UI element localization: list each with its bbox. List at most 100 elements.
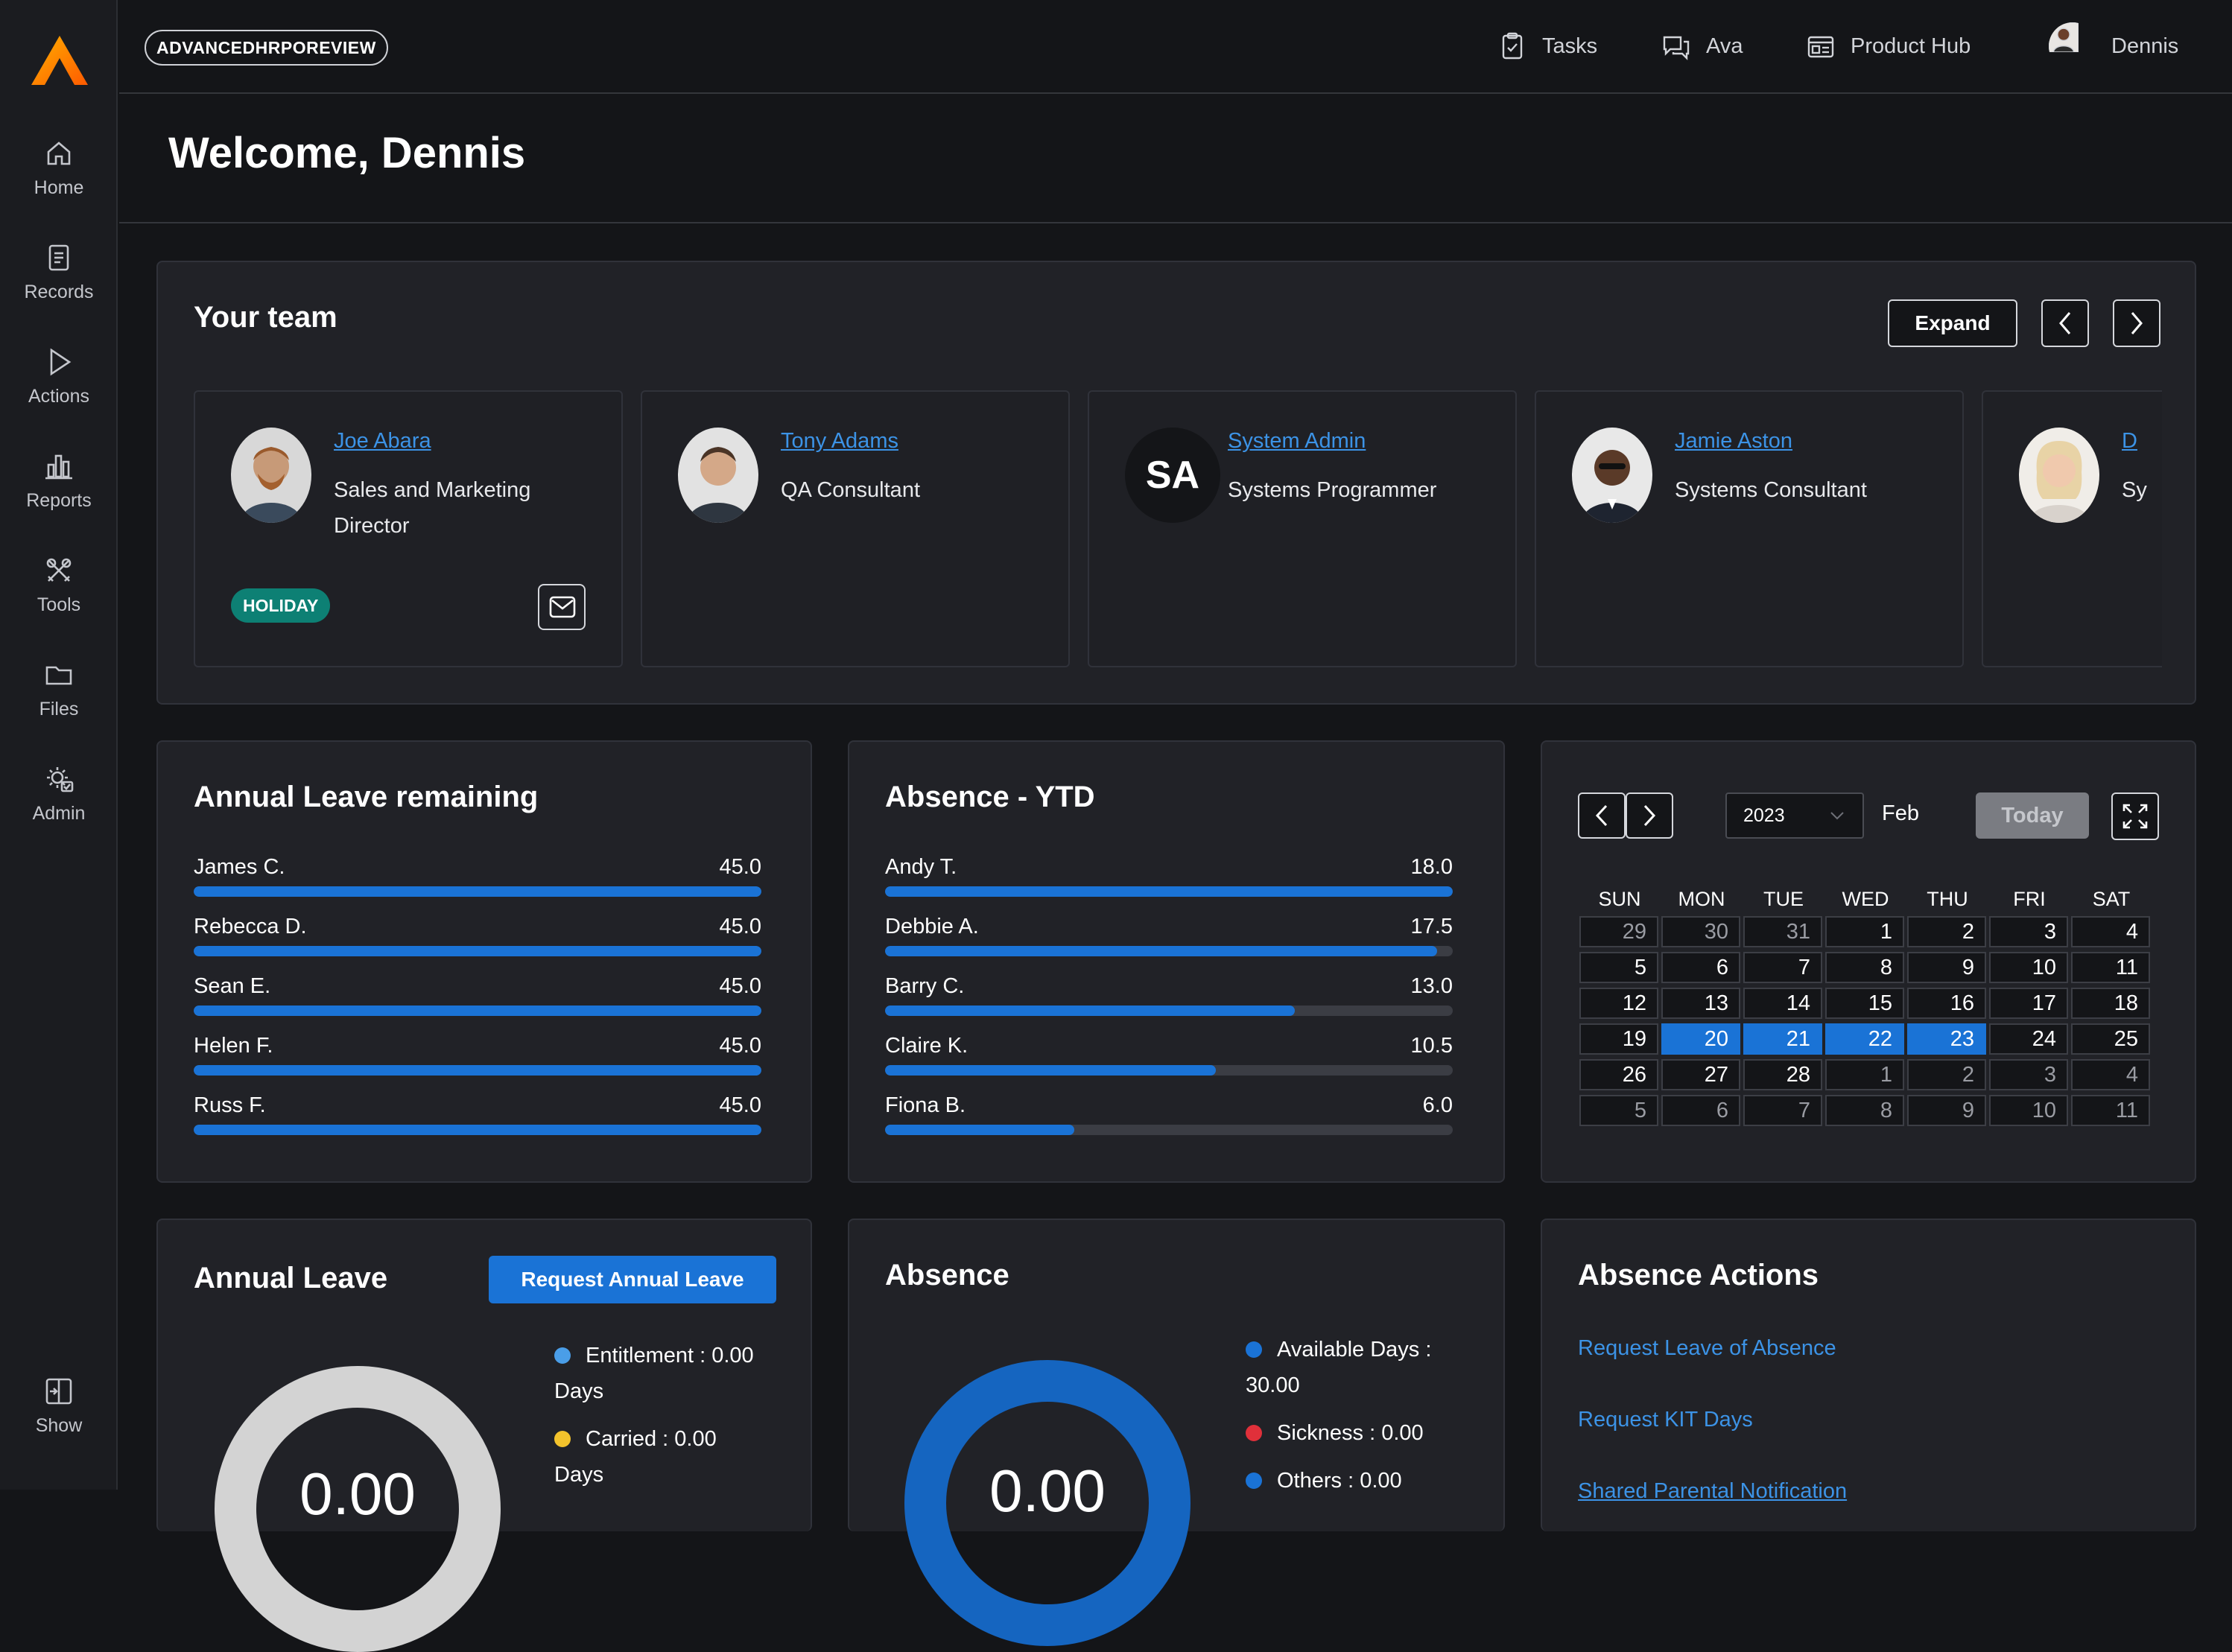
avatar [1572,428,1652,523]
calendar-day[interactable]: 4 [2071,916,2150,947]
calendar-day[interactable]: 29 [1579,916,1658,947]
legend-dot [1246,1425,1262,1441]
calendar-day[interactable]: 30 [1661,916,1740,947]
calendar-day[interactable]: 16 [1907,988,1986,1019]
calendar-day[interactable]: 31 [1743,916,1822,947]
gear-user-icon [47,767,74,792]
year-select[interactable]: 2023 [1725,792,1864,839]
calendar-day[interactable]: 21 [1743,1023,1822,1055]
calendar-day[interactable]: 11 [2071,1095,2150,1126]
email-button[interactable] [538,584,586,630]
shared-parental-notification-link[interactable]: Shared Parental Notification [1578,1479,1848,1503]
member-name-link[interactable]: Tony Adams [781,429,898,453]
today-button[interactable]: Today [1976,792,2089,839]
calendar-next-button[interactable] [1626,792,1673,839]
request-leave-of-absence-link[interactable]: Request Leave of Absence [1578,1336,1836,1360]
calendar-day[interactable]: 6 [1661,1095,1740,1126]
calendar-fullscreen-button[interactable] [2111,792,2159,840]
legend-label: Entitlement : 0.00 Days [554,1344,754,1403]
progress-fill [194,1006,761,1016]
chevron-right-icon [2131,312,2143,334]
calendar-day[interactable]: 10 [1989,952,2068,983]
calendar-day[interactable]: 23 [1907,1023,1986,1055]
calendar-day[interactable]: 9 [1907,952,1986,983]
calendar-day[interactable]: 27 [1661,1059,1740,1090]
sidebar-show-toggle[interactable]: Show [0,1375,118,1437]
sidebar-item-records[interactable]: Records [0,241,118,303]
app-logo[interactable] [31,36,88,85]
team-card[interactable]: Tony Adams QA Consultant [641,390,1070,667]
team-prev-button[interactable] [2041,299,2089,347]
request-annual-leave-button[interactable]: Request Annual Leave [489,1256,776,1303]
calendar-day[interactable]: 1 [1825,1059,1904,1090]
member-name-link[interactable]: Jamie Aston [1675,429,1792,453]
calendar-day[interactable]: 2 [1907,916,1986,947]
calendar-day[interactable]: 3 [1989,916,2068,947]
calendar-day[interactable]: 2 [1907,1059,1986,1090]
news-icon [1807,36,1834,58]
absence-ytd-panel: Absence - YTD Andy T. 18.0 Debbie A. 17.5 Ba… [848,740,1505,1183]
calendar-day[interactable]: 8 [1825,1095,1904,1126]
calendar-day[interactable]: 5 [1579,952,1658,983]
calendar-day[interactable]: 20 [1661,1023,1740,1055]
sidebar-item-tools[interactable]: Tools [0,554,118,616]
member-name-link[interactable]: Joe Abara [334,429,431,453]
annual-leave-total: 0.00 [299,1461,416,1527]
calendar-day[interactable]: 15 [1825,988,1904,1019]
calendar-day[interactable]: 18 [2071,988,2150,1019]
calendar-prev-button[interactable] [1578,792,1626,839]
expand-button[interactable]: Expand [1888,299,2017,347]
calendar-day[interactable]: 24 [1989,1023,2068,1055]
legend-label: Available Days : 30.00 [1246,1338,1432,1397]
ava-link[interactable]: Ava [1661,27,1743,66]
member-name-link[interactable]: System Admin [1228,429,1366,453]
tasks-link[interactable]: Tasks [1497,27,1597,66]
calendar-day[interactable]: 7 [1743,1095,1822,1126]
team-card[interactable]: SA System Admin Systems Programmer [1088,390,1517,667]
bar-row: Barry C. 13.0 [885,974,1453,1022]
progress-track [885,1006,1453,1016]
team-next-button[interactable] [2113,299,2160,347]
calendar-day[interactable]: 6 [1661,952,1740,983]
calendar-day[interactable]: 5 [1579,1095,1658,1126]
calendar-day[interactable]: 25 [2071,1023,2150,1055]
calendar-day[interactable]: 4 [2071,1059,2150,1090]
sidebar-item-actions[interactable]: Actions [0,346,118,407]
sidebar-item-label: Home [34,177,84,198]
calendar-day[interactable]: 22 [1825,1023,1904,1055]
avatar [231,428,311,523]
sidebar-item-home[interactable]: Home [0,137,118,199]
progress-track [885,1065,1453,1076]
team-title: Your team [194,301,337,334]
team-card[interactable]: D Sy [1982,390,2162,667]
calendar-day[interactable]: 1 [1825,916,1904,947]
user-menu[interactable]: Dennis [2049,22,2178,70]
calendar-day[interactable]: 12 [1579,988,1658,1019]
calendar-day[interactable]: 10 [1989,1095,2068,1126]
bar-row: Rebecca D. 45.0 [194,915,761,962]
calendar-day[interactable]: 26 [1579,1059,1658,1090]
annual-leave-donut: 0.00 [215,1366,501,1652]
team-card[interactable]: Jamie Aston Systems Consultant [1535,390,1964,667]
calendar-day[interactable]: 11 [2071,952,2150,983]
sidebar-item-reports[interactable]: Reports [0,450,118,512]
calendar-day[interactable]: 13 [1661,988,1740,1019]
calendar-day[interactable]: 7 [1743,952,1822,983]
calendar-day[interactable]: 17 [1989,988,2068,1019]
sidebar-item-label: Reports [26,490,92,511]
member-role: QA Consultant [781,478,920,502]
bar-value: 17.5 [1410,915,1453,938]
calendar-day[interactable]: 9 [1907,1095,1986,1126]
absence-actions-title: Absence Actions [1578,1259,1819,1292]
sidebar-item-files[interactable]: Files [0,658,118,720]
member-name-link[interactable]: D [2122,429,2137,453]
calendar-day[interactable]: 3 [1989,1059,2068,1090]
calendar-day[interactable]: 19 [1579,1023,1658,1055]
calendar-day[interactable]: 28 [1743,1059,1822,1090]
team-card[interactable]: Joe Abara Sales and Marketing Director H… [194,390,623,667]
sidebar-item-admin[interactable]: Admin [0,763,118,825]
request-kit-days-link[interactable]: Request KIT Days [1578,1408,1753,1432]
calendar-day[interactable]: 8 [1825,952,1904,983]
calendar-day[interactable]: 14 [1743,988,1822,1019]
product-hub-link[interactable]: Product Hub [1806,27,1971,66]
